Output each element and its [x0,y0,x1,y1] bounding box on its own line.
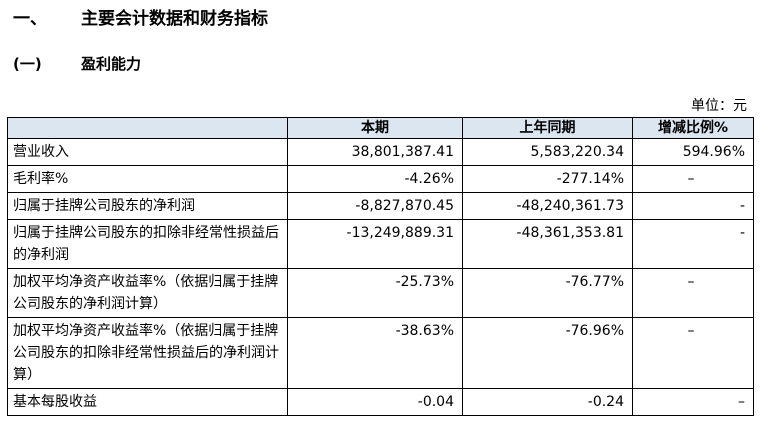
row-label: 营业收入 [7,138,288,166]
row-change: 594.96% [632,138,754,166]
row-change: – [632,268,754,318]
row-previous: -277.14% [462,165,633,193]
header-change: 增减比例% [632,117,754,139]
row-previous: -0.24 [462,388,633,416]
row-change: - [632,192,754,220]
subsection-number: (一) [13,55,42,73]
section-heading: 一、 主要会计数据和财务指标 [13,4,268,29]
table-row: 营业收入 38,801,387.41 5,583,220.34 594.96% [7,138,754,166]
row-previous: -76.96% [462,317,633,389]
unit-label: 单位：元 [691,98,747,114]
row-current: -0.04 [287,388,463,416]
row-label: 毛利率% [7,165,288,193]
row-label: 基本每股收益 [7,388,288,416]
row-previous: -48,361,353.81 [462,219,633,269]
row-previous: 5,583,220.34 [462,138,633,166]
row-current: -4.26% [287,165,463,193]
table-row: 归属于挂牌公司股东的扣除非经常性损益后的净利润 -13,249,889.31 -… [7,219,754,269]
row-label: 加权平均净资产收益率%（依据归属于挂牌公司股东的净利润计算） [7,268,288,318]
row-current: -8,827,870.45 [287,192,463,220]
table-row: 毛利率% -4.26% -277.14% – [7,165,754,193]
row-label: 加权平均净资产收益率%（依据归属于挂牌公司股东的扣除非经常性损益后的净利润计算） [7,317,288,389]
table-row: 加权平均净资产收益率%（依据归属于挂牌公司股东的扣除非经常性损益后的净利润计算）… [7,317,754,389]
row-change: – [632,317,754,389]
table-row: 加权平均净资产收益率%（依据归属于挂牌公司股东的净利润计算） -25.73% -… [7,268,754,318]
header-current: 本期 [287,117,463,139]
subsection-heading: (一) 盈利能力 [13,53,141,74]
header-item [7,117,288,139]
row-previous: -76.77% [462,268,633,318]
row-change: - [632,219,754,269]
table-row: 归属于挂牌公司股东的净利润 -8,827,870.45 -48,240,361.… [7,192,754,220]
row-current: -25.73% [287,268,463,318]
row-current: -38.63% [287,317,463,389]
row-current: -13,249,889.31 [287,219,463,269]
header-previous: 上年同期 [462,117,633,139]
table-header-row: 本期 上年同期 增减比例% [7,117,754,139]
profitability-table: 本期 上年同期 增减比例% 营业收入 38,801,387.41 5,583,2… [7,117,754,416]
subsection-title: 盈利能力 [81,55,142,73]
section-number: 一、 [13,9,47,29]
section-title: 主要会计数据和财务指标 [81,9,268,29]
row-label: 归属于挂牌公司股东的扣除非经常性损益后的净利润 [7,219,288,269]
row-label: 归属于挂牌公司股东的净利润 [7,192,288,220]
table-row: 基本每股收益 -0.04 -0.24 – [7,388,754,416]
row-change: – [632,388,754,416]
row-previous: -48,240,361.73 [462,192,633,220]
row-current: 38,801,387.41 [287,138,463,166]
row-change: – [632,165,754,193]
